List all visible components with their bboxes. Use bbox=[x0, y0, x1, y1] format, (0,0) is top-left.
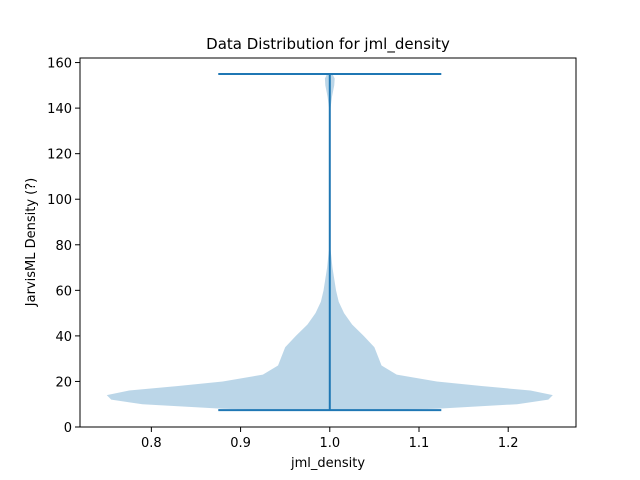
y-tick-label: 40 bbox=[55, 330, 72, 345]
y-axis-label: JarvisML Density (?) bbox=[24, 178, 39, 307]
y-tick-label: 120 bbox=[47, 148, 72, 163]
x-axis-label: jml_density bbox=[290, 456, 365, 471]
y-tick-label: 160 bbox=[47, 57, 72, 72]
x-tick-label: 0.9 bbox=[230, 436, 251, 451]
y-tick-label: 0 bbox=[64, 421, 72, 436]
x-tick-label: 1.1 bbox=[409, 436, 430, 451]
x-axis: 0.8 0.9 1.0 1.1 1.2 bbox=[141, 427, 519, 451]
y-tick-label: 100 bbox=[47, 193, 72, 208]
x-tick-label: 0.8 bbox=[141, 436, 162, 451]
y-tick-label: 60 bbox=[55, 284, 72, 299]
plot-area bbox=[79, 57, 577, 428]
y-tick-label: 80 bbox=[55, 239, 72, 254]
x-tick-label: 1.2 bbox=[498, 436, 519, 451]
y-axis: 0 20 40 60 80 100 120 140 160 bbox=[47, 57, 80, 436]
plot-frame bbox=[79, 57, 577, 428]
x-tick-label: 1.0 bbox=[319, 436, 340, 451]
y-tick-label: 140 bbox=[47, 102, 72, 117]
chart-title: Data Distribution for jml_density bbox=[206, 35, 450, 54]
y-tick-label: 20 bbox=[55, 375, 72, 390]
